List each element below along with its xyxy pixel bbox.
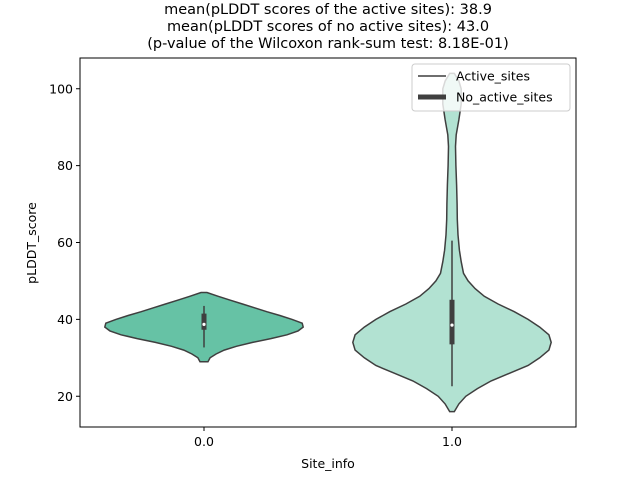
- violin-box-0: [201, 313, 207, 330]
- x-axis-label: Site_info: [301, 456, 355, 471]
- violin-median-0: [202, 322, 206, 326]
- y-tick-label: 20: [57, 389, 73, 404]
- y-tick-label: 100: [49, 81, 73, 96]
- x-tick-label: 0.0: [194, 434, 214, 449]
- legend-active-sites-label: Active_sites: [456, 69, 530, 84]
- x-tick-label: 1.0: [442, 434, 462, 449]
- plot-frame: [79, 57, 577, 428]
- violin-median-1: [450, 323, 454, 327]
- violin-box-1: [449, 299, 455, 345]
- chart-title-line-2: mean(pLDDT scores of no active sites): 4…: [167, 19, 489, 35]
- chart-title-line-1: mean(pLDDT scores of the active sites): …: [164, 2, 492, 18]
- y-tick-label: 40: [57, 312, 73, 327]
- legend: Active_sites No_active_sites: [411, 63, 571, 112]
- violins-group: [103, 72, 552, 413]
- y-tick-label: 60: [57, 235, 73, 250]
- x-axis-ticks: 0.0 1.0: [194, 427, 462, 449]
- legend-box: [411, 63, 571, 112]
- y-tick-label: 80: [57, 158, 73, 173]
- chart-title-line-3: (p-value of the Wilcoxon rank-sum test: …: [147, 36, 508, 52]
- y-axis-label: pLDDT_score: [24, 202, 39, 284]
- legend-no-active-sites-label: No_active_sites: [456, 90, 553, 105]
- y-axis-ticks: 20 40 60 80 100: [49, 81, 80, 404]
